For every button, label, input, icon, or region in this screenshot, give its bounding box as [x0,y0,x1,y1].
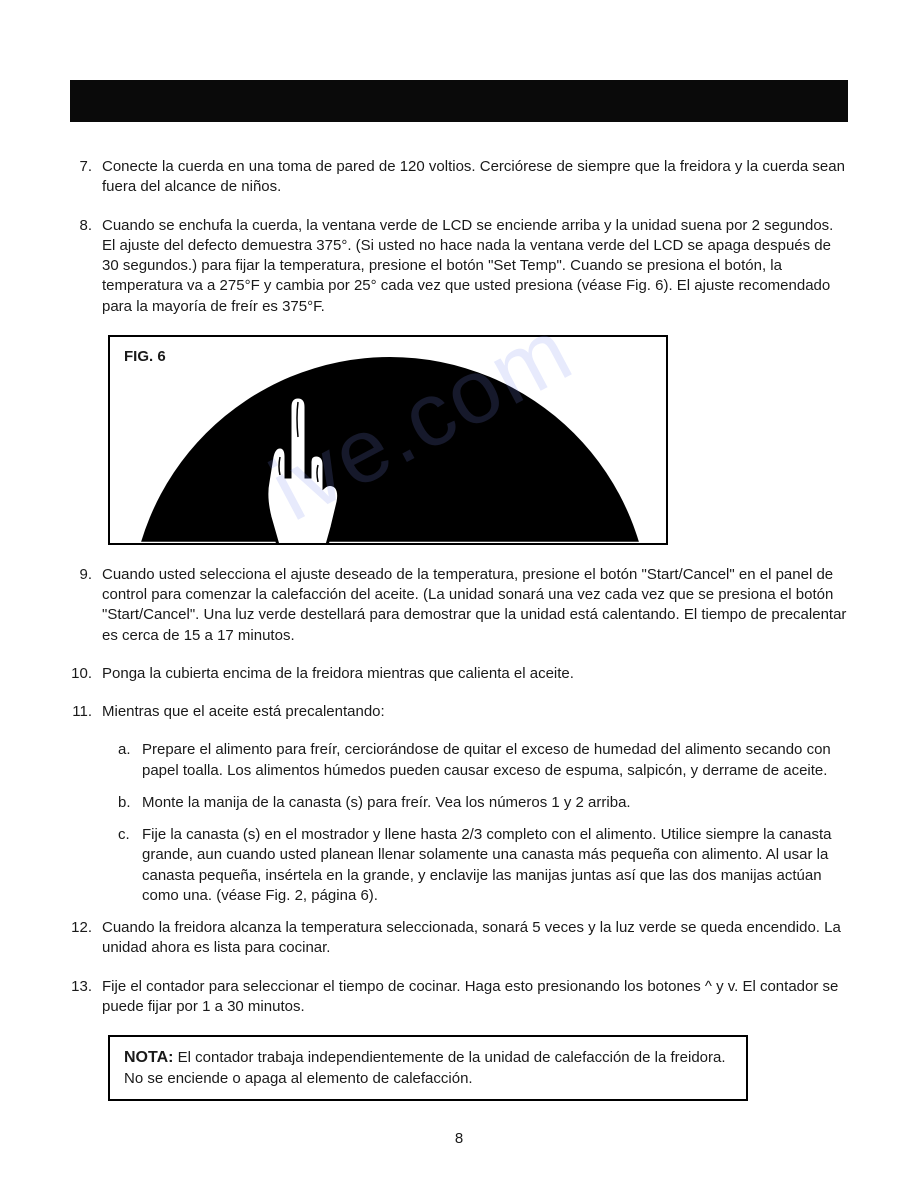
sub-text: Prepare el alimento para freír, cerciorá… [142,740,848,781]
item-number: 10. [70,664,102,684]
item-number: 11. [70,702,102,722]
subitem-b: b. Monte la manija de la canasta (s) par… [118,793,848,813]
fryer-dome-shape [130,357,650,545]
instruction-10: 10. Ponga la cubierta encima de la freid… [70,664,848,684]
item-number: 12. [70,918,102,959]
item-text: Fije el contador para seleccionar el tie… [102,977,848,1018]
sub-text: Fije la canasta (s) en el mostrador y ll… [142,825,848,906]
instruction-11: 11. Mientras que el aceite está precalen… [70,702,848,722]
item-text: Mientras que el aceite está precalentand… [102,702,848,722]
figure-6: FIG. 6 [108,335,668,545]
sub-text: Monte la manija de la canasta (s) para f… [142,793,848,813]
header-bar [70,80,848,122]
item-text: Cuando la freidora alcanza la temperatur… [102,918,848,959]
sub-letter: a. [118,740,142,781]
item-text: Ponga la cubierta encima de la freidora … [102,664,848,684]
instruction-8: 8. Cuando se enchufa la cuerda, la venta… [70,216,848,317]
subitem-c: c. Fije la canasta (s) en el mostrador y… [118,825,848,906]
instruction-7: 7. Conecte la cuerda en una toma de pare… [70,157,848,198]
note-text: El contador trabaja independientemente d… [124,1049,726,1087]
item-number: 9. [70,565,102,646]
sub-letter: b. [118,793,142,813]
item-number: 7. [70,157,102,198]
item-number: 13. [70,977,102,1018]
hand-icon [220,387,370,545]
note-box: NOTA: El contador trabaja independientem… [108,1035,748,1101]
instruction-9: 9. Cuando usted selecciona el ajuste des… [70,565,848,646]
item-number: 8. [70,216,102,317]
instruction-13: 13. Fije el contador para seleccionar el… [70,977,848,1018]
figure-label: FIG. 6 [124,347,166,367]
sub-letter: c. [118,825,142,906]
item-text: Conecte la cuerda en una toma de pared d… [102,157,848,198]
page-number: 8 [70,1129,848,1149]
instruction-12: 12. Cuando la freidora alcanza la temper… [70,918,848,959]
subitem-a: a. Prepare el alimento para freír, cerci… [118,740,848,781]
item-text: Cuando se enchufa la cuerda, la ventana … [102,216,848,317]
note-label: NOTA: [124,1049,173,1066]
item-text: Cuando usted selecciona el ajuste desead… [102,565,848,646]
